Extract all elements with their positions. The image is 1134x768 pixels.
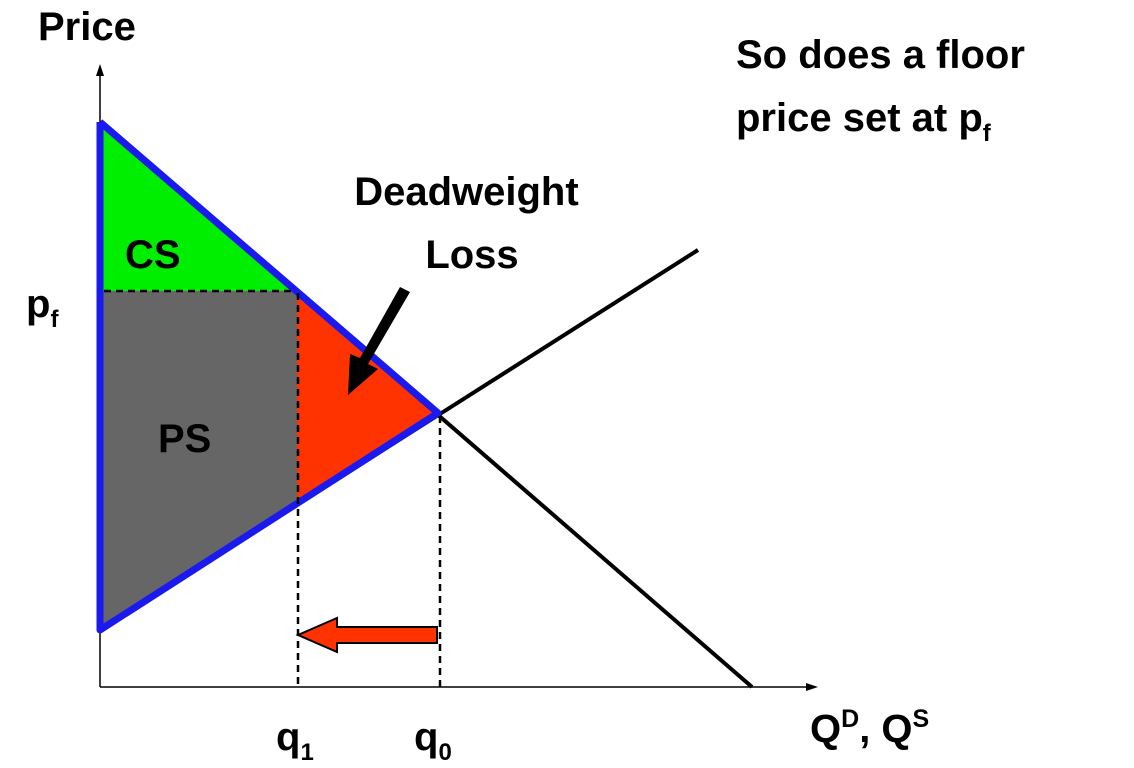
q1-label: q1 — [276, 715, 314, 766]
x-axis-label: QD, QS — [810, 705, 929, 751]
y-axis-label: Price — [38, 5, 136, 49]
quantity-shift-arrow — [295, 616, 438, 654]
deadweight-pointer-arrow — [348, 287, 410, 395]
producer-surplus-label: PS — [158, 417, 211, 461]
consumer-surplus-label: CS — [125, 233, 181, 277]
deadweight-loss-area — [297, 291, 438, 500]
price-floor-label: pf — [26, 282, 59, 333]
x-axis-arrowhead — [806, 683, 818, 691]
deadweight-loss-label: Deadweight Loss — [354, 170, 590, 277]
q0-label: q0 — [414, 715, 452, 766]
producer-surplus-area — [100, 291, 297, 630]
y-axis-arrowhead — [96, 64, 104, 76]
caption: So does a floor price set at pf — [736, 33, 1036, 147]
surplus-boundary — [96, 119, 442, 634]
